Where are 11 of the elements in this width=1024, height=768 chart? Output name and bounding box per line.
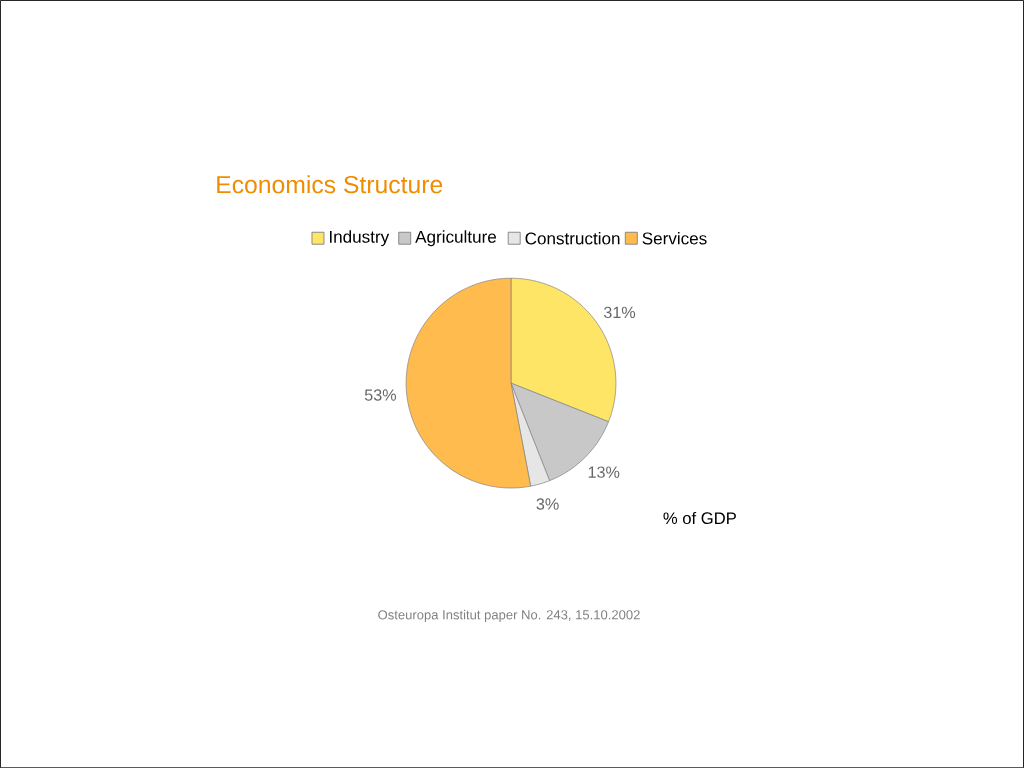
legend-label: Construction [525,231,620,245]
data-label: 13% [588,466,620,478]
data-label: 53% [364,389,397,401]
chart-title: Economics Structure [217,175,443,194]
legend-label: Services [642,231,707,245]
legend-label: Industry [330,230,390,247]
legend-label: Agriculture [415,230,497,247]
text: Osteuropa Institut paper No. 243, 15.10.2002 [378,609,640,622]
data-label: 31% [603,306,636,318]
data-label: 3% [536,498,559,510]
text: % of GDP [663,511,736,524]
